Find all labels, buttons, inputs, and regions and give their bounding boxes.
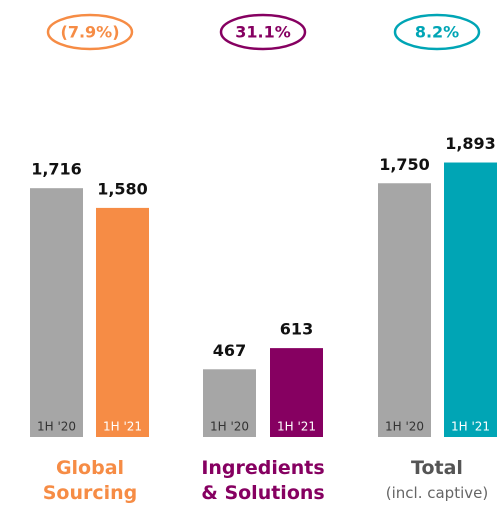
- category-label: Total: [411, 457, 463, 479]
- bar: [270, 348, 323, 437]
- value-label: 467: [213, 341, 246, 360]
- bar-period-label: 1H '20: [385, 420, 424, 434]
- bar-period-label: 1H '20: [37, 420, 76, 434]
- bar: [96, 207, 149, 437]
- growth-label: 31.1%: [235, 23, 291, 42]
- bar-period-label: 1H '20: [210, 420, 249, 434]
- bar: [203, 369, 256, 437]
- bar-period-label: 1H '21: [451, 420, 490, 434]
- growth-oval: [219, 13, 307, 51]
- value-label: 613: [280, 320, 313, 339]
- growth-label: 8.2%: [415, 23, 459, 42]
- growth-oval: [393, 13, 481, 51]
- bar: [378, 183, 431, 437]
- value-label: 1,716: [31, 160, 82, 179]
- category-label: Ingredients & Solutions: [201, 457, 325, 504]
- bar-period-label: 1H '21: [277, 420, 316, 434]
- category-label: Global Sourcing: [42, 457, 138, 504]
- bar: [30, 188, 83, 437]
- growth-oval: [46, 13, 134, 51]
- value-label: 1,750: [379, 155, 430, 174]
- category-note: (incl. captive): [385, 484, 489, 502]
- bar-period-label: 1H '21: [103, 420, 142, 434]
- growth-label: (7.9%): [61, 23, 120, 42]
- value-label: 1,580: [97, 179, 148, 198]
- bar: [444, 162, 497, 437]
- value-label: 1,893: [445, 134, 496, 153]
